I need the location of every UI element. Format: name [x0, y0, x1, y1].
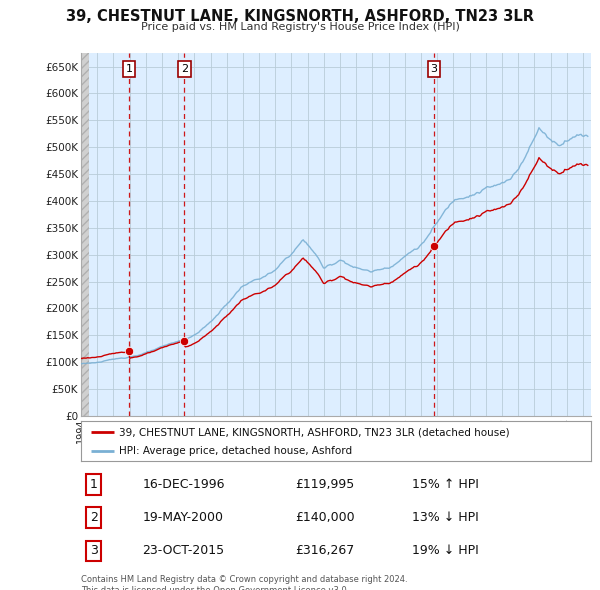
Text: 1: 1: [125, 64, 133, 74]
Text: 1: 1: [90, 478, 98, 491]
Text: 39, CHESTNUT LANE, KINGSNORTH, ASHFORD, TN23 3LR: 39, CHESTNUT LANE, KINGSNORTH, ASHFORD, …: [66, 9, 534, 24]
Text: Price paid vs. HM Land Registry's House Price Index (HPI): Price paid vs. HM Land Registry's House …: [140, 22, 460, 32]
Text: 23-OCT-2015: 23-OCT-2015: [142, 544, 224, 558]
Text: £316,267: £316,267: [295, 544, 355, 558]
Text: 16-DEC-1996: 16-DEC-1996: [142, 478, 224, 491]
Text: 13% ↓ HPI: 13% ↓ HPI: [413, 511, 479, 525]
Text: 2: 2: [90, 511, 98, 525]
Text: 3: 3: [90, 544, 98, 558]
Text: £140,000: £140,000: [295, 511, 355, 525]
Text: 39, CHESTNUT LANE, KINGSNORTH, ASHFORD, TN23 3LR (detached house): 39, CHESTNUT LANE, KINGSNORTH, ASHFORD, …: [119, 428, 510, 438]
Text: Contains HM Land Registry data © Crown copyright and database right 2024.
This d: Contains HM Land Registry data © Crown c…: [81, 575, 407, 590]
Text: 15% ↑ HPI: 15% ↑ HPI: [413, 478, 479, 491]
Text: £119,995: £119,995: [295, 478, 355, 491]
Text: 2: 2: [181, 64, 188, 74]
Text: 19-MAY-2000: 19-MAY-2000: [142, 511, 223, 525]
Text: HPI: Average price, detached house, Ashford: HPI: Average price, detached house, Ashf…: [119, 447, 352, 456]
Bar: [81, 53, 89, 416]
Text: 3: 3: [431, 64, 437, 74]
Text: 19% ↓ HPI: 19% ↓ HPI: [413, 544, 479, 558]
